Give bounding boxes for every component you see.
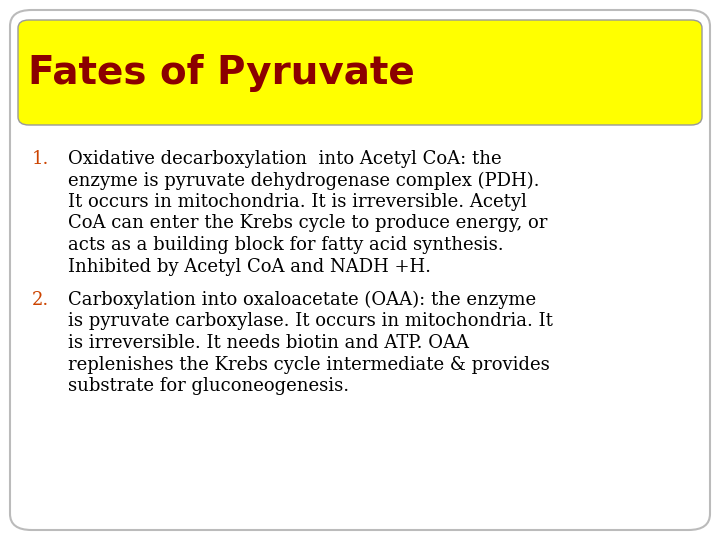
Text: Inhibited by Acetyl CoA and NADH +H.: Inhibited by Acetyl CoA and NADH +H. — [68, 258, 431, 275]
Text: It occurs in mitochondria. It is irreversible. Acetyl: It occurs in mitochondria. It is irrever… — [68, 193, 527, 211]
Text: acts as a building block for fatty acid synthesis.: acts as a building block for fatty acid … — [68, 236, 503, 254]
Text: enzyme is pyruvate dehydrogenase complex (PDH).: enzyme is pyruvate dehydrogenase complex… — [68, 172, 539, 190]
FancyBboxPatch shape — [10, 10, 710, 530]
Text: Fates of Pyruvate: Fates of Pyruvate — [28, 53, 415, 91]
Text: replenishes the Krebs cycle intermediate & provides: replenishes the Krebs cycle intermediate… — [68, 355, 550, 374]
Text: substrate for gluconeogenesis.: substrate for gluconeogenesis. — [68, 377, 349, 395]
Text: CoA can enter the Krebs cycle to produce energy, or: CoA can enter the Krebs cycle to produce… — [68, 214, 547, 233]
Text: is irreversible. It needs biotin and ATP. OAA: is irreversible. It needs biotin and ATP… — [68, 334, 469, 352]
FancyBboxPatch shape — [18, 20, 702, 125]
Text: is pyruvate carboxylase. It occurs in mitochondria. It: is pyruvate carboxylase. It occurs in mi… — [68, 313, 553, 330]
Text: 2.: 2. — [32, 291, 49, 309]
Text: Carboxylation into oxaloacetate (OAA): the enzyme: Carboxylation into oxaloacetate (OAA): t… — [68, 291, 536, 309]
Text: Oxidative decarboxylation  into Acetyl CoA: the: Oxidative decarboxylation into Acetyl Co… — [68, 150, 502, 168]
Text: 1.: 1. — [32, 150, 50, 168]
